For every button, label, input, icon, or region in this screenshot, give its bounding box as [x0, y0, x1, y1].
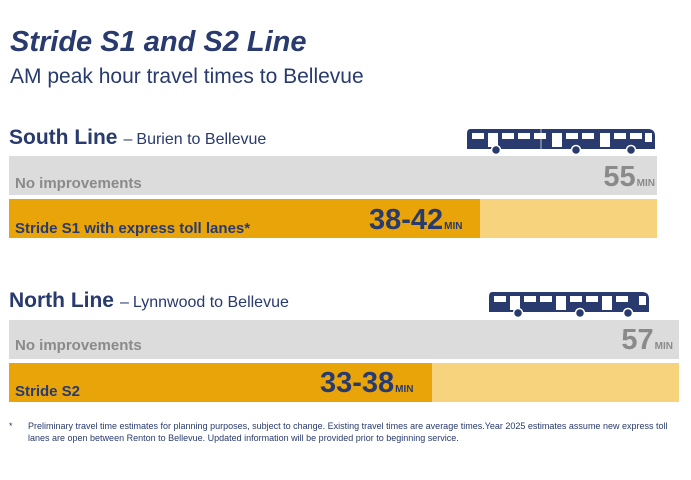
- footnote: * Preliminary travel time estimates for …: [9, 420, 669, 444]
- south-no-improvements-number: 55: [603, 161, 636, 193]
- south-line-heading: South Line – Burien to Bellevue: [9, 126, 266, 150]
- south-line-name: South Line: [9, 126, 118, 149]
- north-line-name: North Line: [9, 289, 114, 312]
- south-stride-number: 38-42: [369, 204, 444, 236]
- south-no-improvements-bar: [9, 156, 657, 195]
- bus-icon: [489, 292, 649, 318]
- north-stride-value: 33-38MIN: [320, 367, 414, 400]
- footnote-text: Preliminary travel time estimates for pl…: [28, 421, 668, 443]
- south-line-route: Burien to Bellevue: [136, 131, 267, 148]
- north-line-heading: North Line – Lynnwood to Bellevue: [9, 289, 289, 313]
- north-line-route: Lynnwood to Bellevue: [132, 294, 289, 311]
- north-stride-unit: MIN: [395, 384, 414, 395]
- north-no-improvements-unit: MIN: [654, 341, 673, 352]
- south-no-improvements-unit: MIN: [636, 178, 655, 189]
- north-no-improvements-value: 57MIN: [621, 324, 673, 357]
- north-no-improvements-label: No improvements: [15, 337, 142, 354]
- south-stride-bar: [9, 199, 480, 238]
- bus-icon: [467, 129, 655, 155]
- chart-title: Stride S1 and S2 Line: [10, 26, 307, 58]
- north-no-improvements-bar: [9, 320, 679, 359]
- north-stride-number: 33-38: [320, 367, 395, 399]
- south-stride-unit: MIN: [444, 221, 463, 232]
- north-no-improvements-number: 57: [621, 324, 654, 356]
- south-stride-value: 38-42MIN: [369, 204, 463, 237]
- north-stride-bar: [9, 363, 432, 402]
- footnote-marker: *: [9, 421, 13, 431]
- north-line-dash: –: [120, 294, 129, 311]
- chart-subtitle: AM peak hour travel times to Bellevue: [10, 65, 364, 88]
- south-stride-label: Stride S1 with express toll lanes*: [15, 220, 251, 237]
- north-stride-label: Stride S2: [15, 383, 81, 400]
- south-no-improvements-value: 55MIN: [603, 161, 655, 194]
- south-line-dash: –: [123, 131, 133, 148]
- south-no-improvements-label: No improvements: [15, 175, 142, 192]
